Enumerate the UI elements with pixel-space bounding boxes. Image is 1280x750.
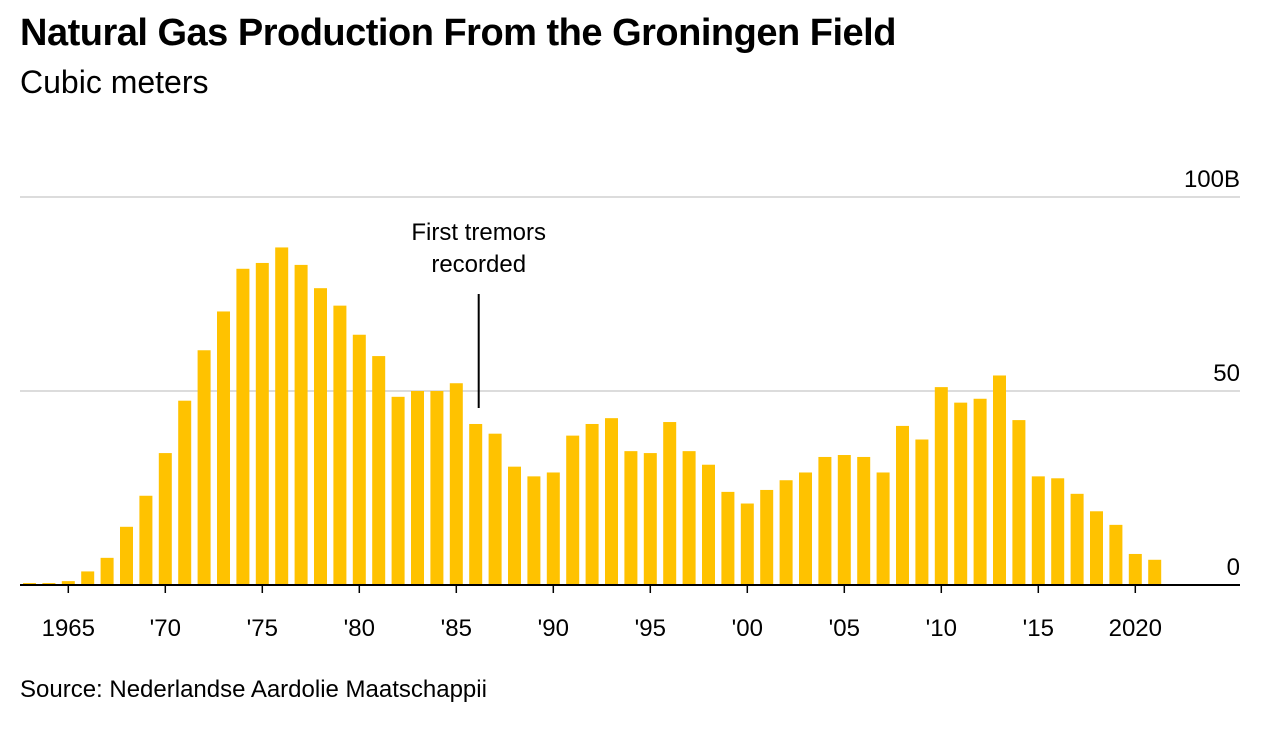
bar bbox=[314, 288, 327, 585]
bar bbox=[527, 476, 541, 585]
bar bbox=[1031, 476, 1045, 585]
bar bbox=[721, 491, 735, 585]
bar bbox=[139, 495, 153, 585]
bar bbox=[779, 480, 793, 585]
bar bbox=[120, 526, 133, 585]
bar bbox=[818, 456, 832, 585]
x-tick-label: '80 bbox=[344, 615, 375, 642]
annotation-text: First tremors bbox=[411, 219, 546, 246]
x-tick-label: '95 bbox=[635, 615, 666, 642]
bar bbox=[488, 433, 502, 585]
bar bbox=[1070, 493, 1084, 585]
bar bbox=[352, 334, 366, 585]
bar bbox=[605, 418, 618, 585]
bar bbox=[896, 425, 909, 585]
bar bbox=[333, 305, 347, 585]
bar bbox=[81, 571, 95, 585]
bar bbox=[546, 472, 560, 585]
bar bbox=[624, 451, 638, 585]
bar bbox=[469, 423, 483, 585]
x-tick-label: 2020 bbox=[1109, 615, 1162, 642]
x-tick-label: '10 bbox=[926, 615, 957, 642]
x-tick-label: '75 bbox=[247, 615, 278, 642]
bar bbox=[372, 356, 386, 585]
bar bbox=[643, 453, 657, 585]
y-tick-label: 50 bbox=[1213, 360, 1240, 387]
bar bbox=[857, 456, 871, 585]
source-note: Source: Nederlandse Aardolie Maatschappi… bbox=[20, 676, 487, 703]
bar bbox=[915, 439, 929, 585]
bar bbox=[61, 581, 75, 585]
bar bbox=[1128, 553, 1142, 585]
bar bbox=[275, 247, 289, 585]
bar bbox=[178, 400, 192, 585]
x-tick-label: '85 bbox=[441, 615, 472, 642]
bar bbox=[934, 387, 948, 585]
bar bbox=[585, 423, 599, 585]
bar bbox=[197, 350, 211, 585]
x-tick-label: '15 bbox=[1023, 615, 1054, 642]
chart-title: Natural Gas Production From the Groninge… bbox=[20, 12, 896, 54]
x-tick-label: '05 bbox=[829, 615, 860, 642]
y-tick-label: 0 bbox=[1227, 554, 1240, 581]
x-tick-label: '90 bbox=[538, 615, 569, 642]
x-tick-label: '00 bbox=[732, 615, 763, 642]
bar bbox=[1090, 511, 1103, 585]
bar bbox=[973, 398, 987, 585]
chart-subtitle: Cubic meters bbox=[20, 64, 209, 100]
bar bbox=[1148, 559, 1162, 585]
bar bbox=[760, 489, 774, 585]
bar bbox=[954, 402, 968, 585]
y-tick-label: 100B bbox=[1184, 166, 1240, 193]
bar bbox=[1051, 478, 1065, 585]
bar bbox=[255, 262, 269, 585]
bar bbox=[217, 311, 230, 585]
bar bbox=[566, 435, 580, 585]
annotation-text: recorded bbox=[431, 251, 526, 278]
bar bbox=[837, 455, 851, 585]
x-tick-label: '70 bbox=[150, 615, 181, 642]
bar bbox=[876, 472, 890, 585]
bar bbox=[508, 466, 521, 585]
bar bbox=[663, 422, 677, 585]
bar bbox=[391, 396, 405, 585]
x-tick-label: 1965 bbox=[42, 615, 95, 642]
bar bbox=[236, 268, 250, 585]
bar bbox=[702, 464, 715, 585]
bar bbox=[158, 453, 172, 585]
bar bbox=[799, 472, 812, 585]
bar bbox=[1109, 524, 1123, 585]
bar bbox=[411, 391, 424, 585]
bar bbox=[430, 391, 444, 585]
bar bbox=[294, 264, 308, 585]
bar bbox=[740, 503, 754, 585]
bar bbox=[100, 557, 114, 585]
bar bbox=[449, 383, 463, 585]
bar bbox=[1012, 420, 1026, 585]
bar bbox=[993, 375, 1006, 585]
bar bbox=[682, 451, 696, 585]
